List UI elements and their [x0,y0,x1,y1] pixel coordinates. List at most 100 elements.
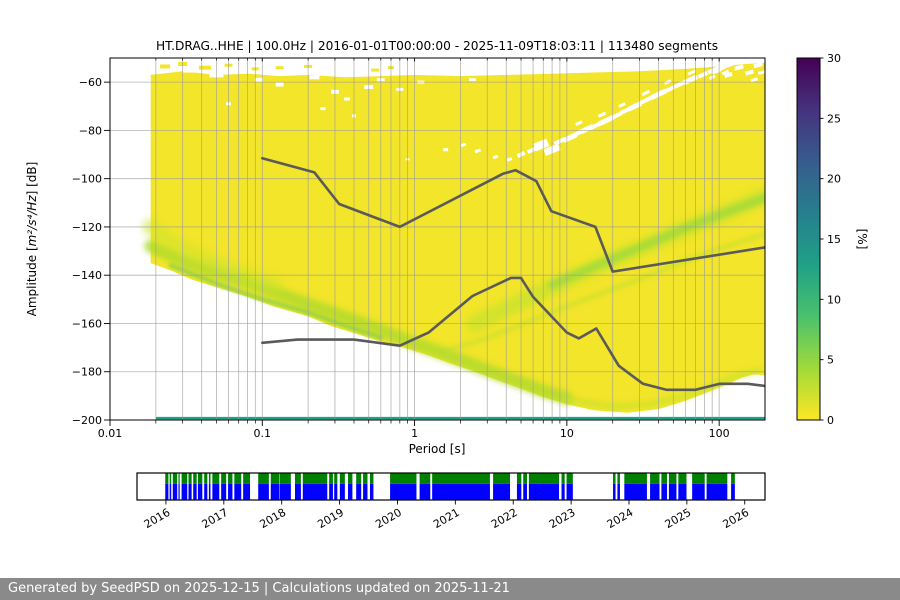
timeline-green-segment [188,473,192,484]
timeline-blue-segment [193,483,197,500]
plot-title: HT.DRAG..HHE | 100.0Hz | 2016-01-01T00:0… [156,39,718,53]
timeline-green-segment [566,473,573,484]
timeline-green-segment [419,473,431,484]
y-axis-label-suffix: ] [dB] [25,162,39,196]
timeline-blue-segment [369,483,374,500]
timeline-green-segment [221,473,227,484]
timeline-blue-segment [650,483,660,500]
data-gap-streak [741,60,750,64]
timeline-green-segment [243,473,251,484]
density-region [150,62,765,413]
timeline-blue-segment [528,483,560,500]
data-gap-streak [309,75,320,80]
timeline-blue-segment [221,483,227,500]
svg-text:Amplitude [m²/s⁴/Hz] [dB]: Amplitude [m²/s⁴/Hz] [dB] [25,162,39,317]
timeline-blue-segment [678,483,687,500]
colorbar-tick-label: 15 [827,233,841,246]
y-tick-label: −120 [72,221,102,234]
timeline-blue-segment [197,483,203,500]
density-green-band [168,263,383,340]
data-gap-streak [275,82,284,87]
timeline-green-segment [617,473,620,484]
colorbar-tick-label: 30 [827,52,841,65]
timeline-green-segment [169,473,172,484]
ppsd-plot: 0.01 0.1 1 10 100−200−180−160−140−120−100−80… [25,39,869,531]
timeline-green-segment [668,473,677,484]
timeline-green-segment [234,473,242,484]
y-axis-label-units: m²/s⁴/Hz [25,195,39,247]
timeline-blue-segment [188,483,192,500]
timeline-year-label: 2019 [315,506,346,531]
timeline-blue-segment [339,483,345,500]
timeline-green-segment [339,473,345,484]
timeline-blue-segment [523,483,527,500]
timeline-blue-segment [169,483,172,500]
timeline-green-segment [493,473,511,484]
timeline-green-segment [363,473,368,484]
timeline-green-segment [181,473,188,484]
timeline-green-segment [270,473,280,484]
data-gap-streak [344,97,351,101]
timeline-green-segment [678,473,687,484]
timeline-green-segment [432,473,490,484]
noise-models-layer [261,156,765,392]
data-gap-streak [687,69,696,76]
timeline-green-segment [279,473,291,484]
timeline-blue-segment [624,483,647,500]
y-tick-label: −60 [79,76,102,89]
timeline-green-segment [208,473,211,484]
data-gap-streak [460,142,467,148]
colorbar-gradient-bar [797,58,820,420]
data-gap-streak [597,111,607,118]
timeline-year-label: 2020 [373,506,404,531]
timeline-blue-segment [212,483,220,500]
timeline-blue-segment [228,483,233,500]
data-gap-streak [506,157,513,162]
timeline-green-segment [390,473,417,484]
timeline-blue-segment [419,483,431,500]
timeline-blue-segment [566,483,573,500]
timeline-blue-segment [234,483,242,500]
y-tick-label: −100 [72,173,102,186]
timeline-green-segment [204,473,208,484]
y-axis-label-prefix: Amplitude [ [25,246,39,316]
data-gap-streak [710,68,721,75]
timeline-year-label: 2017 [200,506,231,531]
timeline-year-label: 2025 [663,506,694,531]
timeline-green-segment [661,473,668,484]
timeline-year-label: 2016 [142,506,173,531]
availability-timeline: 2016 2017 2018 2019 2020 2021 2022 2023 2024 2025… [136,472,766,531]
timeline-green-segment [516,473,522,484]
data-gap-streak [619,107,631,116]
density-green-band [438,231,765,355]
x-tick-label: 0.1 [254,427,272,440]
timeline-blue-segment [692,483,705,500]
timeline-border [136,472,766,501]
timeline-green-segment [731,473,735,484]
data-gap-streak [697,70,709,79]
timeline-blue-segment [270,483,280,500]
timeline-blue-segment [390,483,417,500]
noise-model-curve-high [261,156,765,273]
data-gap-streak [468,78,476,82]
data-gap-streak [254,77,263,82]
data-gap-streak [182,67,195,73]
noise-model-curve-low [261,276,765,392]
timeline-green-segment [613,473,616,484]
timeline-year-label: 2026 [720,506,751,531]
timeline-green-segment [706,473,728,484]
density-scrap [160,64,171,69]
timeline-green-segment [692,473,705,484]
timeline-blue-segment [302,483,328,500]
timeline-green-segment [172,473,178,484]
timeline-green-segment [228,473,233,484]
timeline-green-segment [212,473,220,484]
timeline-green-segment [193,473,197,484]
colorbar-tick-label: 5 [827,354,834,367]
timeline-blue-segment [258,483,269,500]
timeline-green-segment [329,473,333,484]
colorbar-tick-label: 10 [827,293,841,306]
timeline-green-segment [197,473,203,484]
y-tick-label: −200 [72,414,102,427]
